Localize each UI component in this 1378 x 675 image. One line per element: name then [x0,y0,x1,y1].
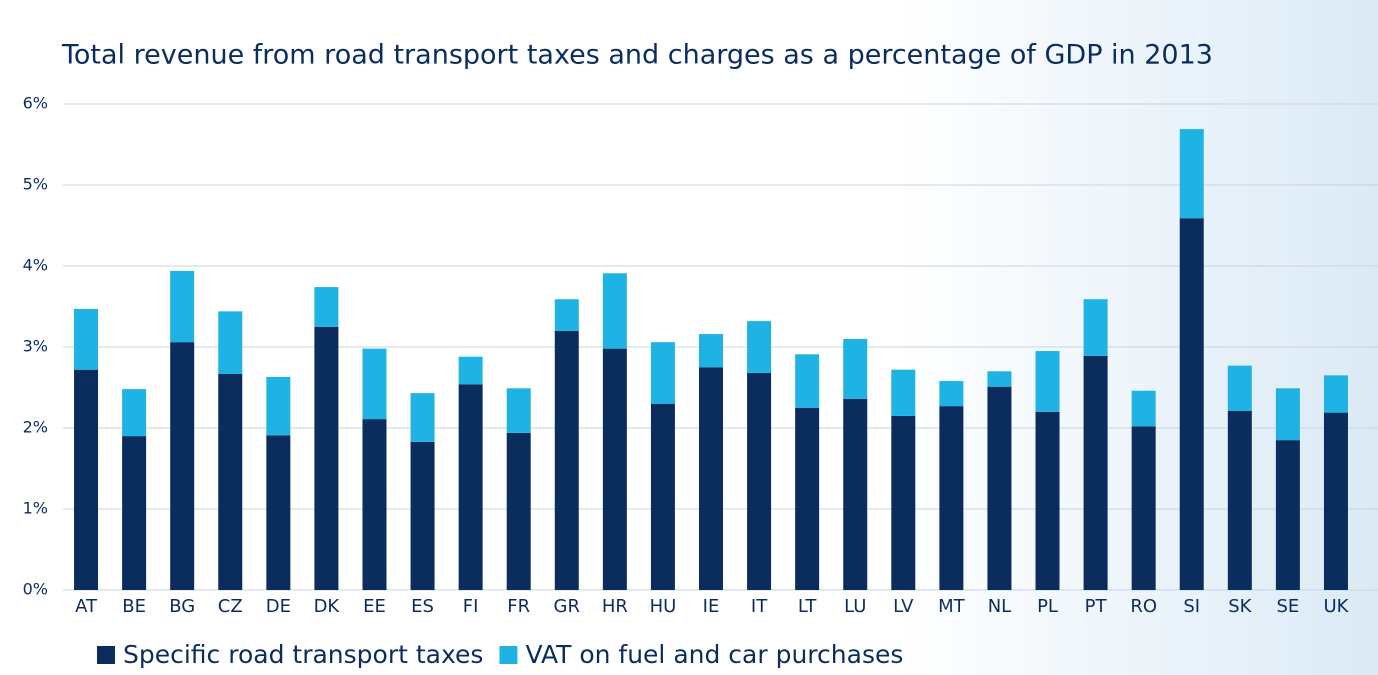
bar-segment [218,311,243,374]
bar-segment [266,376,291,436]
bar-segment [1035,351,1060,412]
bar-segment [1035,411,1060,590]
y-tick-label: 4% [23,256,48,275]
x-tick-label: RO [1130,596,1157,617]
bar-segment [939,406,964,590]
x-tick-label: IT [751,596,768,617]
y-tick-label: 5% [23,175,48,194]
bar-segment [843,398,868,590]
x-tick-label: CZ [218,596,243,617]
legend-swatch [499,646,518,664]
x-tick-label: SI [1183,596,1200,617]
bar-segment [1275,388,1300,441]
bar-segment [650,342,675,404]
bar-segment [1275,440,1300,590]
x-tick-label: AT [75,596,98,617]
y-tick-label: 1% [23,499,48,518]
x-tick-label: ES [411,596,434,617]
bar-segment [218,373,243,590]
bar-segment [314,326,339,590]
y-tick-label: 3% [23,337,48,356]
bar-segment [1131,426,1156,590]
bar-segment [362,419,387,590]
chart-title: Total revenue from road transport taxes … [61,40,1213,71]
x-tick-label: UK [1323,596,1349,617]
bar-segment [939,381,964,407]
bar-segment [458,356,483,385]
legend-swatch [97,646,115,664]
bar-segment [554,330,579,590]
bar-segment [1179,129,1204,219]
bar-segment [891,415,916,590]
x-tick-label: LV [893,596,914,617]
bar-segment [170,342,195,590]
bar-segment [602,273,627,349]
bar-segment [602,348,627,590]
x-tick-label: BG [169,596,195,617]
bar-segment [314,287,339,327]
bar-segment [987,371,1012,387]
bar-segment [987,386,1012,590]
bar-segment [699,367,723,590]
bar-segment [74,369,99,590]
bar-segment [1227,365,1252,411]
bar-segment [1227,410,1252,590]
bar-segment [1179,218,1204,590]
y-tick-label: 6% [23,94,48,113]
bar-segment [506,432,531,590]
bar-segment [650,403,675,590]
bar-segment [747,321,772,373]
legend-label: VAT on fuel and car purchases [525,640,903,669]
y-tick-label: 0% [23,580,48,599]
x-tick-label: GR [554,596,580,617]
bar-segment [747,372,772,590]
bar-segment [458,384,483,590]
x-tick-label: IE [703,596,720,617]
bar-segment [1083,355,1108,590]
x-tick-label: DE [266,596,291,617]
bar-segment [266,435,291,590]
bar-segment [795,354,820,408]
bar-segment [122,389,147,437]
bar-segment [795,407,820,590]
bar-segment [699,334,723,368]
x-tick-label: HU [650,596,677,617]
bar-segment [1083,299,1108,356]
x-tick-label: BE [122,596,146,617]
x-tick-label: PL [1037,596,1058,617]
y-tick-label: 2% [23,418,48,437]
x-tick-label: FR [507,596,530,617]
bar-segment [362,348,387,420]
x-tick-label: LT [798,596,818,617]
bar-segment [554,299,579,331]
x-tick-label: DK [314,596,341,617]
legend-label: Specific road transport taxes [123,640,483,669]
bar-segment [1323,412,1348,590]
bar-segment [506,388,531,433]
bar-segment [410,441,435,590]
x-tick-label: SK [1228,596,1252,617]
x-tick-label: EE [363,596,386,617]
bar-segment [170,270,195,343]
x-tick-label: NL [988,596,1012,617]
x-tick-label: LU [844,596,866,617]
x-tick-label: MT [938,596,966,617]
x-tick-label: SE [1276,596,1299,617]
bar-segment [843,338,868,399]
bar-segment [410,393,435,442]
x-tick-label: HR [602,596,628,617]
bar-segment [1131,390,1156,427]
bar-segment [891,369,916,416]
x-tick-label: FI [463,596,479,617]
bar-segment [122,436,147,590]
bar-segment [74,308,99,370]
x-tick-label: PT [1085,596,1108,617]
bar-segment [1323,375,1348,413]
